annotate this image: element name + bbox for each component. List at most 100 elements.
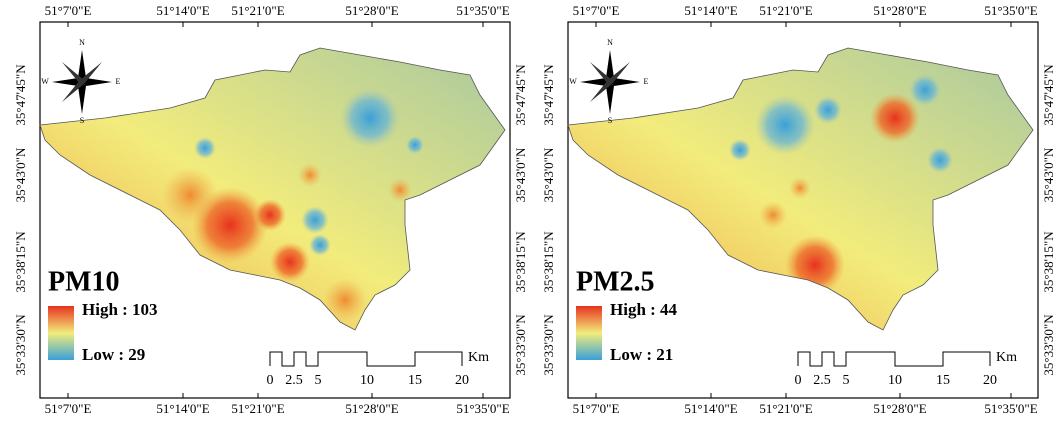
compass-letter: N [607,38,613,47]
lat-label: 35°33'30"N [513,314,528,376]
lat-label: 35°43'0"N [541,147,556,202]
hotspot [814,96,842,124]
compass-letter: W [569,77,577,86]
compass-letter: N [79,38,85,47]
legend-low: Low : 21 [610,345,673,364]
hotspot [194,137,216,159]
lon-label: 51°35'0"E [456,3,509,18]
lat-label: 35°38'15"N [1041,231,1053,293]
scale-label: 2.5 [813,373,831,388]
hotspot [323,278,367,322]
legend-ramp [576,306,602,360]
city-outline [567,47,1034,331]
compass-letter: S [608,116,612,125]
hotspot [162,167,218,223]
legend-low: Low : 29 [82,345,145,364]
lon-label: 51°28'0"E [345,401,398,416]
hotspot [870,93,920,143]
compass [590,62,630,102]
compass-letter: E [644,77,649,86]
compass-letter: S [80,116,84,125]
city-outline [39,47,506,331]
hotspot [755,95,815,155]
scale-label: 20 [455,373,469,388]
lat-label: 35°43'0"N [1041,147,1053,202]
scale-label: 15 [936,373,950,388]
scale-label: 5 [843,373,850,388]
scale-label: 15 [408,373,422,388]
lat-label: 35°38'15"N [13,231,28,293]
scale-label: 5 [315,373,322,388]
lat-label: 35°47'45"N [13,64,28,126]
hotspot [309,234,331,256]
lon-label: 51°21'0"E [759,3,812,18]
legend-high: High : 44 [610,300,678,319]
scale-label: 0 [795,373,802,388]
compass [78,82,86,114]
compass-letter: W [41,77,49,86]
lon-label: 51°14'0"E [684,3,737,18]
lon-label: 51°28'0"E [345,3,398,18]
lon-label: 51°14'0"E [684,401,737,416]
lon-label: 51°7'0"E [573,401,620,416]
lat-label: 35°43'0"N [513,147,528,202]
lat-label: 35°38'15"N [541,231,556,293]
lon-label: 51°35'0"E [456,401,509,416]
hotspot [340,88,400,148]
surface [729,74,968,295]
lon-label: 51°21'0"E [231,401,284,416]
legend-high: High : 103 [82,300,158,319]
lon-label: 51°28'0"E [873,401,926,416]
lon-label: 51°35'0"E [984,401,1037,416]
compass [78,50,86,82]
lat-label: 35°33'30"N [541,314,556,376]
hotspot [254,199,286,231]
scale-bar [269,351,463,367]
hotspot [298,163,322,187]
lat-label: 35°47'45"N [1041,64,1053,126]
lon-label: 51°14'0"E [156,3,209,18]
lon-label: 51°21'0"E [231,3,284,18]
surface [162,88,424,322]
panel-title: PM2.5 [576,266,655,297]
compass [82,78,112,86]
compass [52,78,82,86]
lon-label: 51°21'0"E [759,401,812,416]
hotspot [789,177,811,199]
legend-ramp [48,306,74,360]
lon-label: 51°14'0"E [156,401,209,416]
hotspot [270,242,310,282]
lon-label: 51°7'0"E [45,3,92,18]
scale-label: 0 [267,373,274,388]
lon-label: 51°7'0"E [45,401,92,416]
lon-label: 51°35'0"E [984,3,1037,18]
scale-label: 2.5 [285,373,303,388]
panel-title: PM10 [48,266,120,297]
scale-label: 10 [360,373,374,388]
lat-label: 35°38'15"N [513,231,528,293]
hotspot [729,139,751,161]
compass [62,62,102,102]
hotspot [927,147,953,173]
scale-unit: Km [468,350,489,365]
scale-label: 20 [983,373,997,388]
scale-unit: Km [996,350,1017,365]
hotspot [406,136,424,154]
hotspot [301,206,329,234]
lon-label: 51°7'0"E [573,3,620,18]
compass [606,50,614,82]
scale-bar [797,351,991,367]
lat-label: 35°47'45"N [513,64,528,126]
hotspot [388,178,412,202]
lon-label: 51°28'0"E [873,3,926,18]
compass [580,78,610,86]
lat-label: 35°43'0"N [13,147,28,202]
lat-label: 35°33'30"N [13,314,28,376]
hotspot [909,74,941,106]
compass-letter: E [116,77,121,86]
hotspot [759,201,787,229]
lat-label: 35°33'30"N [1041,314,1053,376]
map-panel: 51°7'0"E 51°14'0"E 51°21'0"E 51°28'0"E 51°35… [13,3,528,416]
compass [606,82,614,114]
